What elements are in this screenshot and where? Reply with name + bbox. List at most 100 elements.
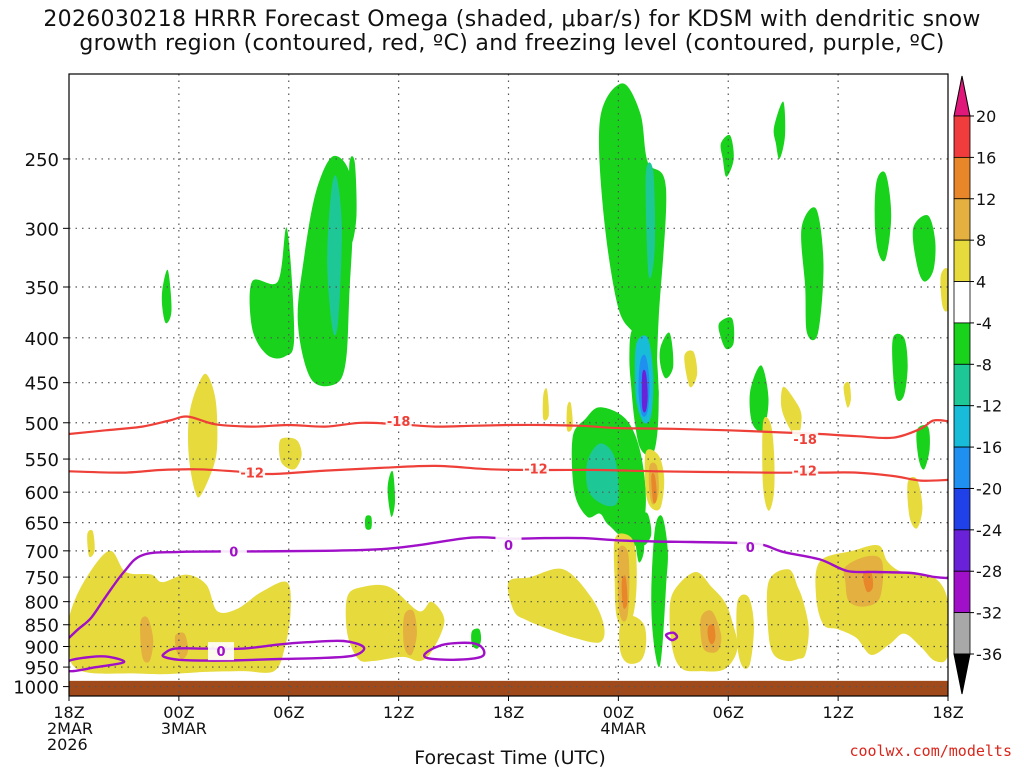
omega-region-17	[912, 215, 936, 282]
freezing-contour-4	[664, 631, 679, 642]
omega-region-36	[174, 632, 189, 660]
colorbar-label-7: -12	[976, 397, 1002, 416]
omega-region-43	[621, 575, 628, 609]
dgz-label-bg-0-0	[385, 412, 412, 431]
y-tick-label-650: 650	[25, 514, 59, 535]
freezing-contour-2	[423, 641, 486, 662]
omega-region-6	[645, 162, 656, 279]
y-tick-label-900: 900	[25, 637, 59, 658]
colorbar-label-6: -8	[976, 355, 992, 374]
omega-region-51	[766, 569, 809, 662]
ground-layer	[69, 680, 948, 696]
dgz-label-1-0: -12	[240, 467, 264, 482]
omega-region-52	[762, 416, 775, 511]
colorbar: 20 16 12 8 4 -4 -8 -12 -16 -20 -24 -28 -32 -36	[953, 75, 1002, 695]
colorbar-label-10: -24	[976, 521, 1002, 540]
colorbar-label-3: 8	[976, 231, 986, 250]
x-tick-label-6-0: 00Z	[163, 703, 194, 722]
x-tick-label-24-0: 18Z	[493, 703, 524, 722]
omega-region-54	[815, 545, 948, 663]
omega-region-4	[349, 156, 357, 243]
omega-region-50	[736, 594, 754, 669]
omega-region-5	[598, 83, 667, 394]
colorbar-bin-12	[953, 612, 971, 655]
colorbar-label-4: 4	[976, 273, 986, 292]
contour-layer: -18 -18 -12 -12 -12 0 0 0 0	[69, 412, 948, 673]
y-tick-label-850: 850	[25, 616, 59, 637]
x-tick-label-30-1: 4MAR	[600, 719, 646, 738]
colorbar-bin-9	[953, 488, 971, 531]
omega-region-19	[916, 424, 930, 470]
dgz-label-0-1: -18	[793, 433, 817, 448]
y-tick-label-300: 300	[25, 219, 59, 240]
colorbar-label-5: -4	[976, 314, 992, 333]
colorbar-bin-0	[953, 115, 971, 158]
chart-title-line-2: growth region (contoured, red, ºC) and f…	[79, 31, 945, 56]
dgz-label-bg-1-2	[792, 461, 819, 480]
colorbar-label-0: 20	[976, 107, 996, 126]
y-tick-label-550: 550	[25, 450, 59, 471]
colorbar-label-13: -36	[976, 645, 1002, 664]
x-tick-label-18-0: 12Z	[383, 703, 414, 722]
omega-region-8	[586, 443, 619, 507]
omega-region-14	[720, 134, 734, 177]
omega-region-46	[651, 472, 657, 504]
omega-region-49	[707, 623, 716, 645]
omega-region-38	[403, 609, 417, 656]
x-tick-label-30-0: 00Z	[603, 703, 634, 722]
omega-region-39	[507, 568, 605, 643]
freezing-label-bg-1-0	[207, 642, 234, 661]
dgz-label-1-2: -12	[793, 465, 817, 480]
omega-region-35	[140, 616, 154, 663]
colorbar-bin-11	[953, 570, 971, 614]
omega-region-53	[780, 386, 802, 438]
x-tick-label-0-2: 2026	[47, 735, 88, 754]
colorbar-bin-10	[953, 529, 971, 572]
y-tick-label-800: 800	[25, 593, 59, 614]
omega-region-0	[297, 155, 354, 387]
omega-region-1	[327, 175, 342, 336]
freezing-label-bg-0-2	[737, 538, 764, 557]
omega-region-57	[843, 381, 851, 408]
y-tick-label-350: 350	[25, 278, 59, 299]
colorbar-label-1: 16	[976, 148, 996, 167]
omega-region-37	[345, 584, 445, 662]
colorbar-bin-8	[953, 446, 971, 489]
dgz-label-bg-0-1	[792, 430, 819, 449]
colorbar-bin-5	[953, 322, 971, 365]
omega-region-55	[843, 555, 884, 607]
omega-region-31	[188, 373, 218, 498]
x-tick-label-12-0: 06Z	[273, 703, 304, 722]
ground-surface	[69, 680, 948, 696]
y-tick-label-400: 400	[25, 329, 59, 350]
omega-region-34	[69, 550, 291, 675]
freezing-label-0-0: 0	[229, 545, 238, 560]
colorbar-label-11: -28	[976, 562, 1002, 581]
dgz-contour-0	[69, 415, 948, 440]
x-tick-label-42-0: 12Z	[822, 703, 853, 722]
omega-region-40	[619, 615, 647, 664]
omega-region-33	[87, 529, 95, 558]
chart-title-line-1: 2026030218 HRRR Forecast Omega (shaded, …	[43, 7, 981, 32]
dgz-label-bg-1-0	[239, 463, 266, 482]
freezing-label-bg-0-1	[495, 535, 522, 554]
omega-region-20	[387, 470, 396, 517]
y-tick-label-250: 250	[25, 150, 59, 171]
dgz-label-bg-1-1	[522, 459, 549, 478]
omega-region-11	[718, 317, 735, 350]
x-tick-label-36-0: 06Z	[713, 703, 744, 722]
y-tick-label-700: 700	[25, 542, 59, 563]
watermark-credit: coolwx.com/modelts	[849, 742, 1012, 760]
omega-region-18	[892, 333, 908, 401]
dgz-label-1-1: -12	[524, 463, 548, 478]
omega-region-2	[249, 227, 295, 359]
colorbar-label-9: -20	[976, 479, 1002, 498]
omega-region-30	[641, 369, 648, 413]
x-tick-label-0-0: 18Z	[53, 703, 84, 722]
freezing-contour-0	[69, 536, 948, 639]
colorbar-over-triangle	[953, 75, 971, 117]
x-tick-label-48-0: 18Z	[932, 703, 963, 722]
pressure-axis: 2503003504004505005506006507007508008509…	[13, 150, 69, 699]
y-tick-label-950: 950	[25, 658, 59, 679]
